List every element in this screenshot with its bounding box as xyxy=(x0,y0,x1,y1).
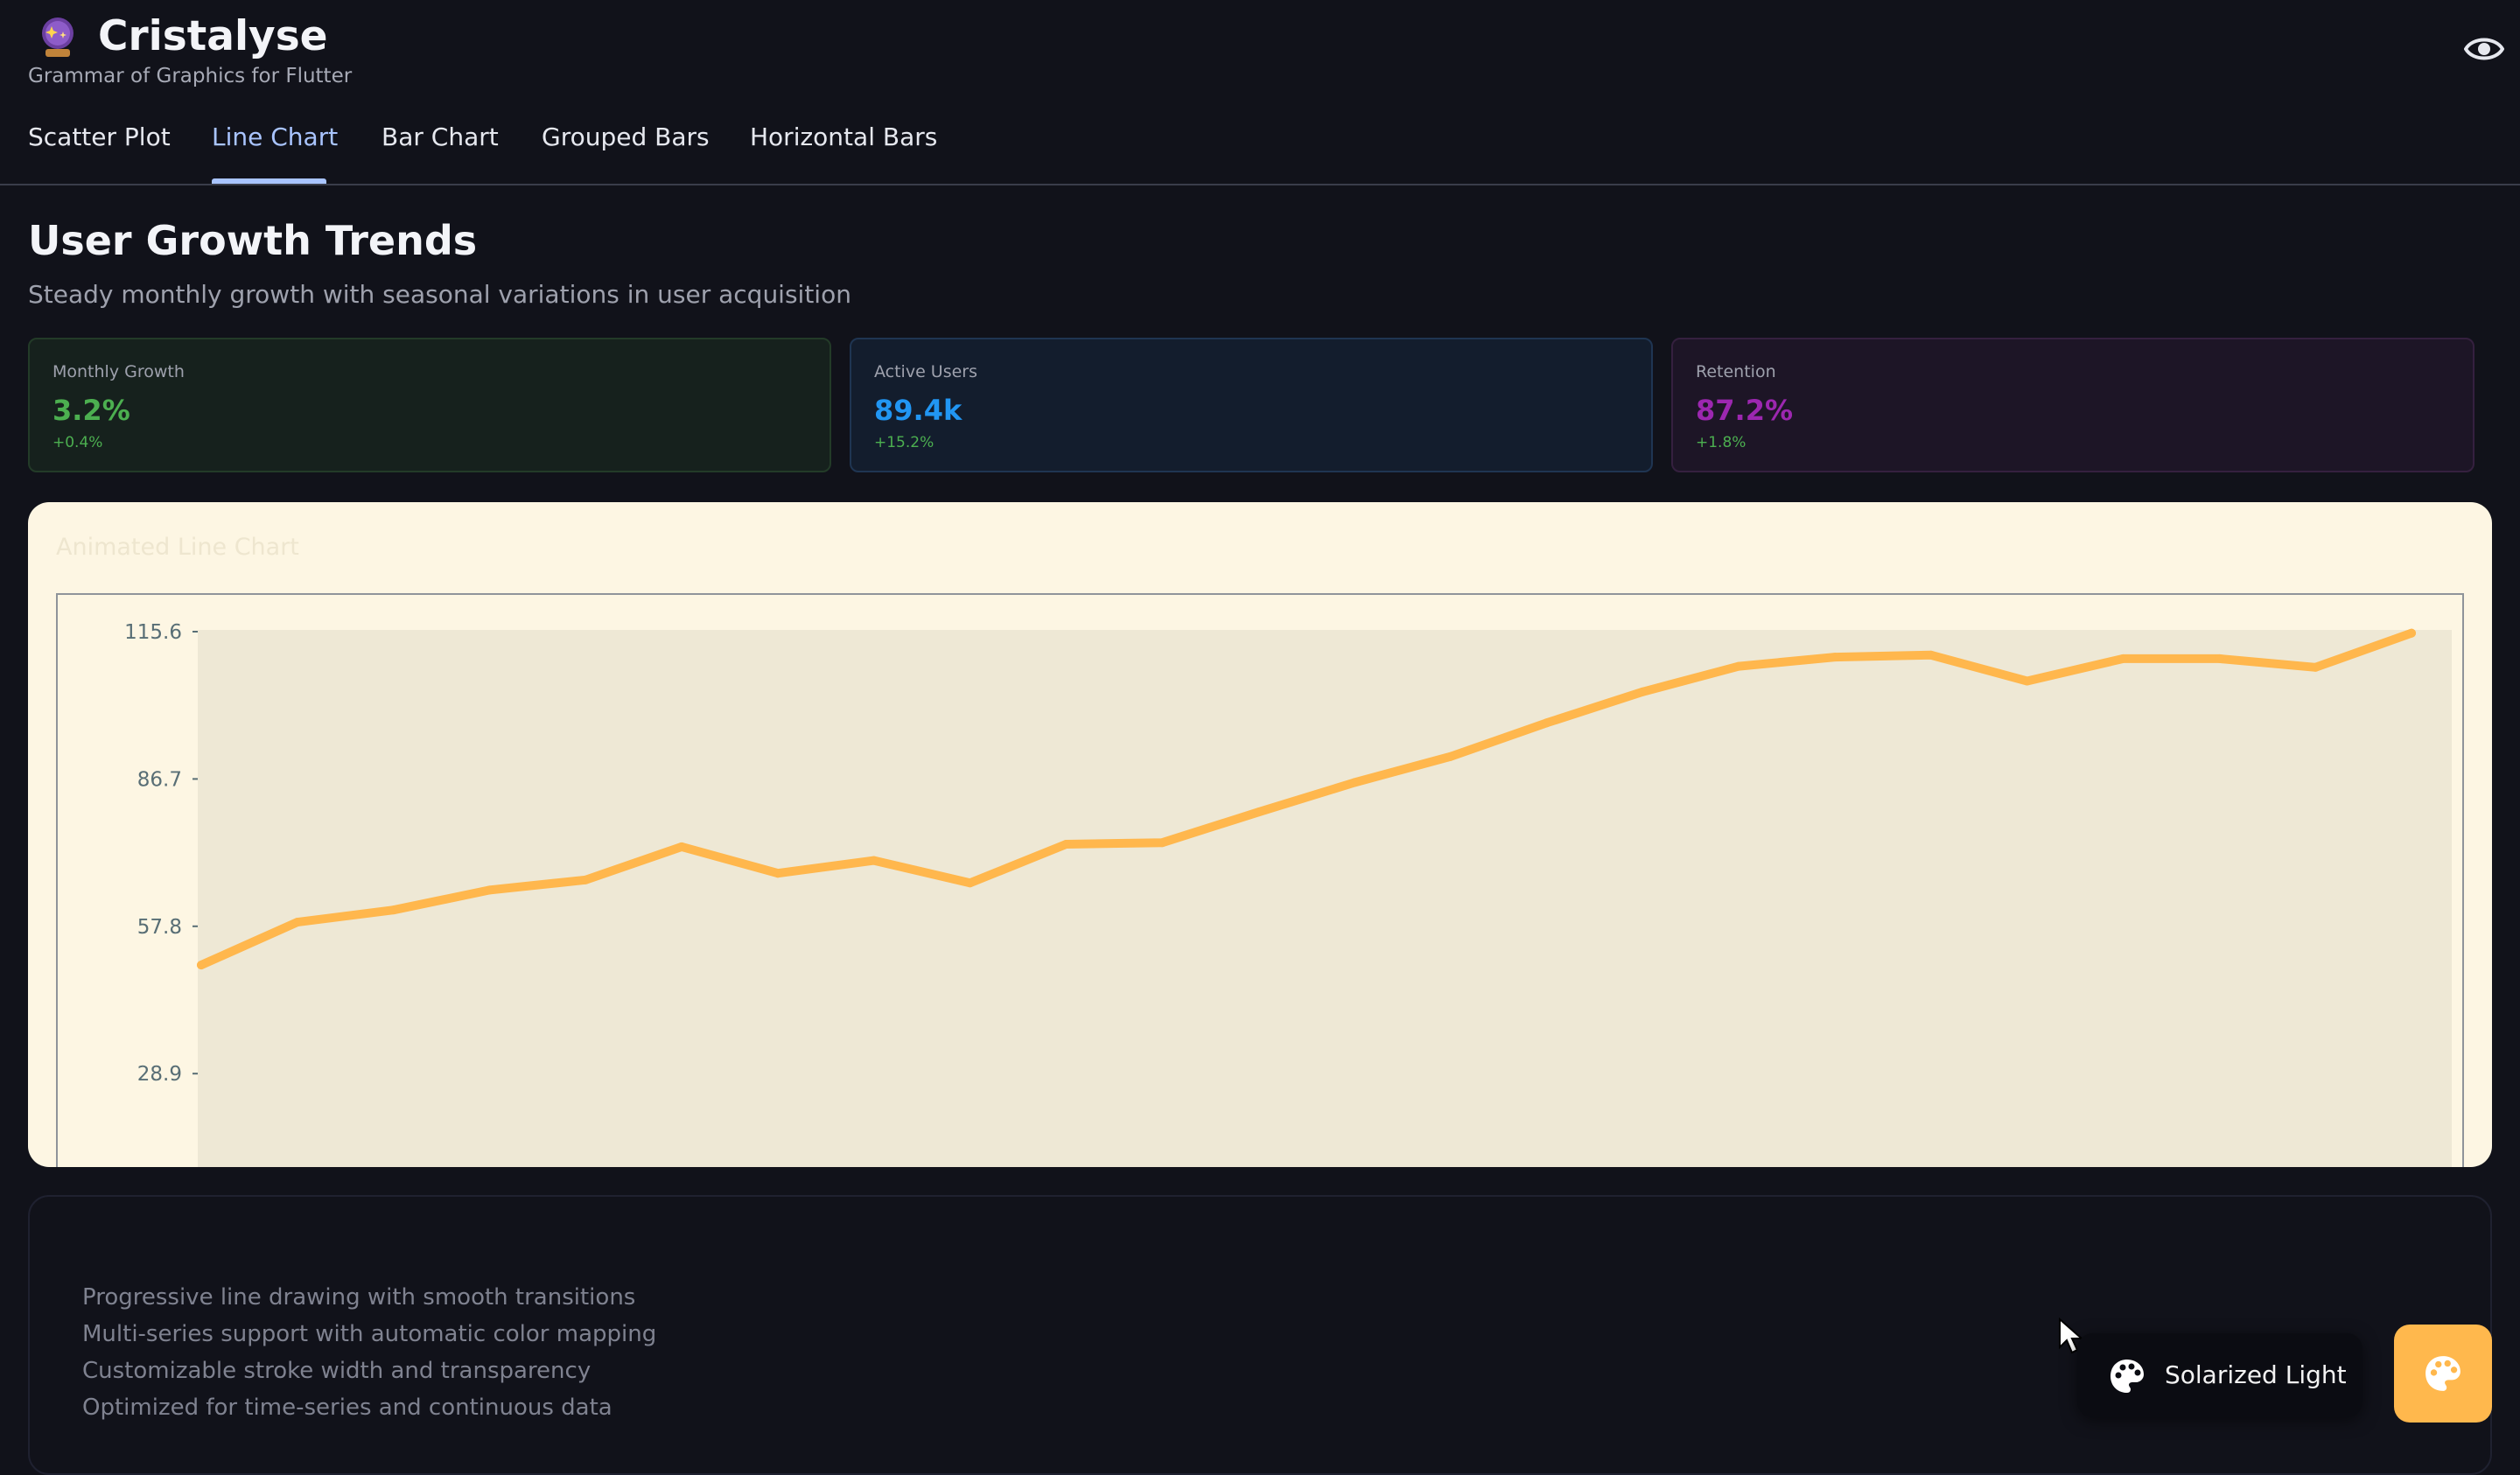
app-title: Cristalyse xyxy=(98,12,328,60)
data-point xyxy=(197,961,206,970)
data-point xyxy=(1542,718,1551,728)
tab-grouped-bars[interactable]: Grouped Bars xyxy=(542,122,710,151)
palette-icon xyxy=(2426,1356,2460,1391)
data-point xyxy=(388,905,398,915)
data-point xyxy=(2215,654,2224,663)
data-point xyxy=(1254,807,1264,817)
page-subtitle: Steady monthly growth with seasonal vari… xyxy=(28,280,851,309)
data-point xyxy=(1349,778,1359,787)
tab-bar: Scatter Plot Line Chart Bar Chart Groupe… xyxy=(0,112,2520,185)
feature-item: Multi-series support with automatic colo… xyxy=(82,1321,657,1347)
y-tick-label: 28.9 xyxy=(137,1063,182,1086)
data-point xyxy=(1734,661,1744,671)
data-point xyxy=(1830,653,1840,662)
chart-frame: 115.6 86.7 57.8 28.9 xyxy=(56,593,2464,1167)
feature-item: Progressive line drawing with smooth tra… xyxy=(82,1284,636,1311)
active-tab-indicator xyxy=(212,178,326,184)
metric-value: 89.4k xyxy=(874,394,962,427)
metric-label: Monthly Growth xyxy=(52,362,185,381)
palette-icon xyxy=(2110,1360,2144,1393)
features-panel: Progressive line drawing with smooth tra… xyxy=(28,1195,2492,1475)
data-point xyxy=(1061,839,1071,849)
data-point xyxy=(2118,654,2128,663)
tab-scatter-plot[interactable]: Scatter Plot xyxy=(28,122,171,151)
data-point xyxy=(2022,676,2032,686)
metric-card-active-users: Active Users 89.4k +15.2% xyxy=(850,338,1653,472)
metric-delta: +0.4% xyxy=(52,434,103,451)
theme-name-label: Solarized Light xyxy=(2165,1360,2347,1389)
crystal-ball-icon xyxy=(42,17,74,57)
data-point xyxy=(1638,687,1648,696)
data-point xyxy=(2311,662,2320,672)
data-point xyxy=(773,869,782,878)
theme-switcher-pill[interactable]: Solarized Light xyxy=(2077,1333,2362,1417)
metric-value: 3.2% xyxy=(52,394,130,427)
data-point xyxy=(292,918,302,927)
data-point xyxy=(869,856,878,865)
eye-icon[interactable] xyxy=(2464,33,2504,65)
data-point xyxy=(1158,838,1167,848)
metric-delta: +15.2% xyxy=(874,434,934,451)
tab-bar-chart[interactable]: Bar Chart xyxy=(382,122,499,151)
data-point xyxy=(1926,650,1936,660)
metric-card-retention: Retention 87.2% +1.8% xyxy=(1671,338,2474,472)
y-tick-label: 115.6 xyxy=(124,621,182,644)
feature-item: Optimized for time-series and continuous… xyxy=(82,1395,612,1421)
metric-value: 87.2% xyxy=(1696,394,1794,427)
series-line xyxy=(197,628,2416,970)
data-point xyxy=(581,875,591,884)
y-tick-label: 86.7 xyxy=(137,768,182,791)
data-point xyxy=(965,878,975,888)
metric-label: Active Users xyxy=(874,362,978,381)
chart-title: Animated Line Chart xyxy=(56,534,299,561)
theme-toggle-button[interactable] xyxy=(2394,1325,2492,1423)
metric-label: Retention xyxy=(1696,362,1776,381)
feature-item: Customizable stroke width and transparen… xyxy=(82,1358,592,1384)
data-point xyxy=(677,842,687,851)
metric-delta: +1.8% xyxy=(1696,434,1746,451)
data-point xyxy=(2407,628,2416,638)
tab-line-chart[interactable]: Line Chart xyxy=(212,122,339,151)
app-subtitle: Grammar of Graphics for Flutter xyxy=(28,65,353,87)
app-bar: Cristalyse Grammar of Graphics for Flutt… xyxy=(0,0,2520,96)
tab-horizontal-bars[interactable]: Horizontal Bars xyxy=(750,122,938,151)
chart-card: Animated Line Chart 115.6 86.7 57.8 28.9 xyxy=(28,502,2492,1167)
plot-background xyxy=(198,630,2452,1167)
metric-card-monthly-growth: Monthly Growth 3.2% +0.4% xyxy=(28,338,831,472)
data-point xyxy=(485,885,494,895)
data-point xyxy=(1446,751,1455,761)
y-tick-label: 57.8 xyxy=(137,916,182,939)
line-chart[interactable]: 115.6 86.7 57.8 28.9 xyxy=(58,595,2462,1167)
page-title: User Growth Trends xyxy=(28,217,478,264)
